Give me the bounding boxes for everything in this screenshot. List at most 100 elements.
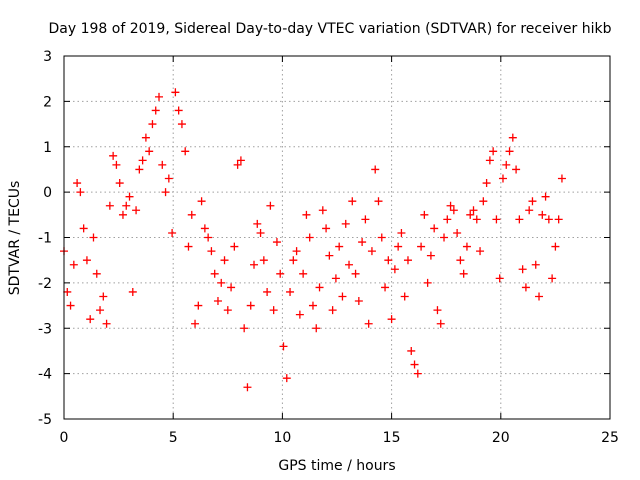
data-point [151,106,160,115]
y-tick-label: -3 [38,321,52,337]
data-point [554,215,563,224]
data-point [479,197,488,206]
data-point [472,215,481,224]
data-point [286,287,295,296]
data-point [171,88,180,97]
y-tick-label: -5 [38,412,52,428]
data-point [341,219,350,228]
data-point [158,160,167,169]
data-point [128,287,137,296]
data-point [436,319,445,328]
data-point [269,306,278,315]
data-point [246,301,255,310]
data-point [440,233,449,242]
data-point [374,197,383,206]
data-point [521,283,530,292]
x-tick-label: 0 [60,430,69,446]
data-point [502,160,511,169]
data-point [122,201,131,210]
data-point [351,269,360,278]
data-point [512,165,521,174]
data-point [99,292,108,301]
data-point [210,269,219,278]
data-point [410,360,419,369]
data-point [482,179,491,188]
data-point [148,120,157,129]
plot-frame [63,55,611,420]
data-point [96,306,105,315]
data-point [384,256,393,265]
data-point [279,342,288,351]
data-point [544,215,553,224]
data-point [538,210,547,219]
tick-labels: 0 5 10 15 20 25 -5 -4 -3 -2 -1 0 1 2 3 [38,49,619,446]
data-point [92,269,101,278]
data-point [197,197,206,206]
data-point [263,287,272,296]
data-point [361,215,370,224]
data-point [498,174,507,183]
data-point [292,247,301,256]
data-point [217,278,226,287]
data-point [69,260,78,269]
data-point [168,228,177,237]
data-point [305,233,314,242]
data-point [86,315,95,324]
data-point [476,247,485,256]
data-point [259,256,268,265]
data-point [331,274,340,283]
data-point [177,120,186,129]
data-point [508,133,517,142]
data-point [345,260,354,269]
data-point [141,133,150,142]
data-point [505,147,514,156]
data-point [256,228,265,237]
data-point [145,147,154,156]
data-point [236,156,245,165]
data-point [413,369,422,378]
data-point [227,283,236,292]
data-point [155,92,164,101]
data-point [253,219,262,228]
data-point [220,256,229,265]
x-tick-label: 25 [601,430,619,446]
data-point [164,174,173,183]
data-point [250,260,259,269]
data-point [403,256,412,265]
data-point [348,197,357,206]
data-point [459,269,468,278]
data-point [426,251,435,260]
data-point [525,206,534,215]
data-point [174,106,183,115]
data-point [243,383,252,392]
data-point [76,188,85,197]
data-point [233,160,242,169]
data-point [443,215,452,224]
data-point [105,201,114,210]
data-point [449,206,458,215]
data-point [181,147,190,156]
data-point [132,206,141,215]
data-point [102,319,111,328]
y-tick-label: -2 [38,276,52,292]
data-point [456,256,465,265]
data-point [531,260,540,269]
y-tick-label: 1 [43,140,52,156]
data-point [466,210,475,219]
data-point [63,287,72,296]
data-point [89,233,98,242]
data-point [207,247,216,256]
data-point [299,269,308,278]
data-point [367,247,376,256]
data-point [387,315,396,324]
data-point [492,215,501,224]
data-point [295,310,304,319]
data-point [417,242,426,251]
data-point [371,165,380,174]
data-point [548,274,557,283]
data-point [66,301,75,310]
data-point [200,224,209,233]
data-point [358,238,367,247]
data-point [423,278,432,287]
